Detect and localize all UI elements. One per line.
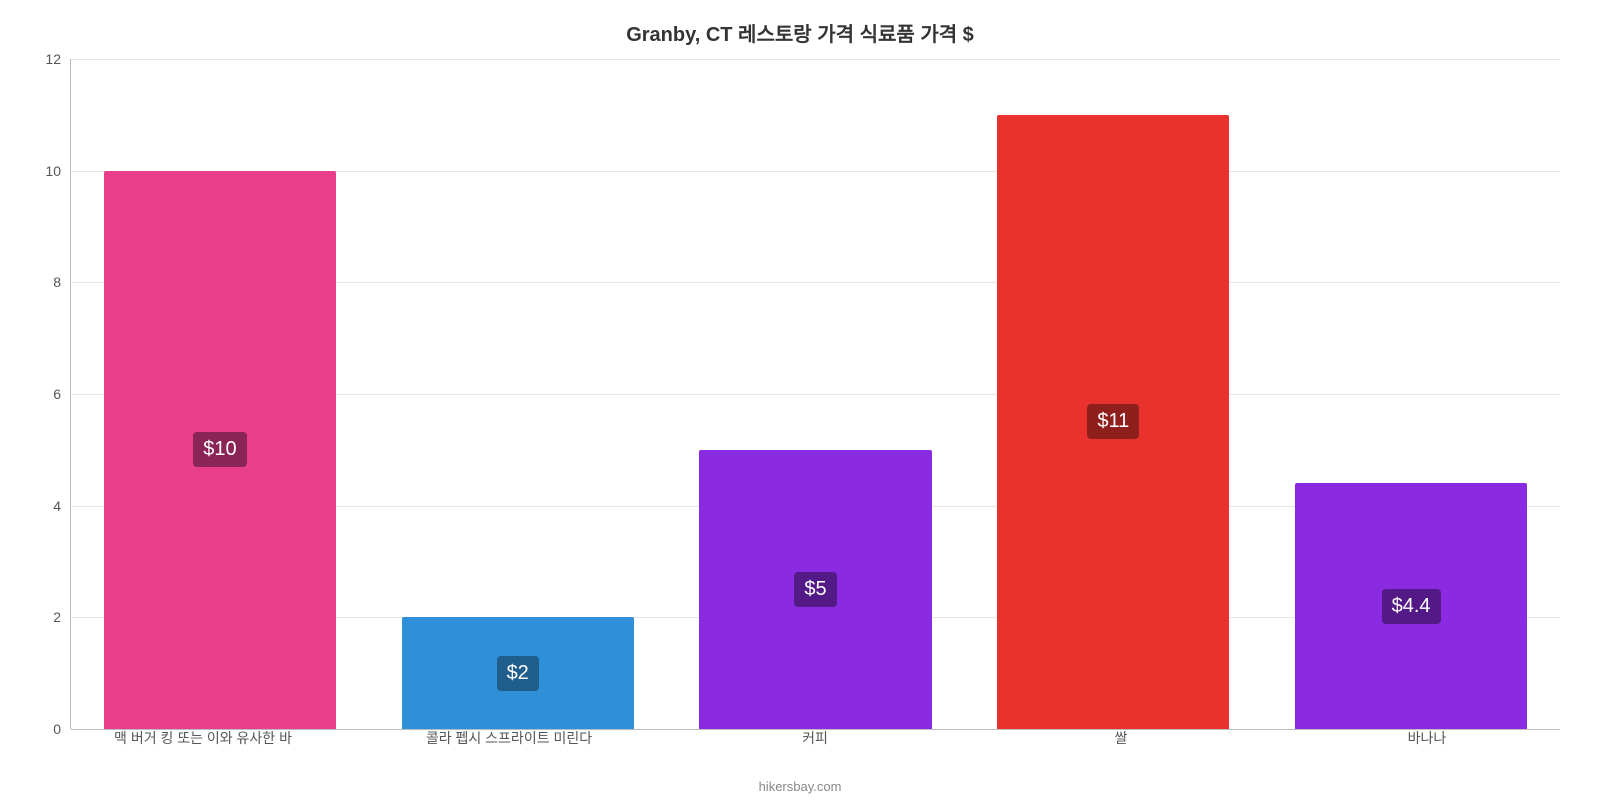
x-axis-label: 맥 버거 킹 또는 이와 유사한 바 xyxy=(50,728,356,748)
bar: $5 xyxy=(699,450,931,729)
y-tick-label: 8 xyxy=(53,274,71,290)
price-bar-chart: Granby, CT 레스토랑 가격 식료품 가격 $ 024681012$10… xyxy=(0,0,1600,800)
value-badge: $5 xyxy=(794,572,836,607)
value-badge: $4.4 xyxy=(1382,589,1441,624)
plot-area: 024681012$10$2$5$11$4.4 xyxy=(70,59,1560,729)
y-tick-label: 12 xyxy=(45,51,71,67)
bars-row: $10 $2 $5 $11 $4.4 xyxy=(71,59,1560,729)
bar: $4.4 xyxy=(1295,483,1527,729)
x-axis-label: 바나나 xyxy=(1274,728,1580,748)
value-badge: $11 xyxy=(1087,404,1139,439)
x-axis-label: 콜라 펩시 스프라이트 미린다 xyxy=(356,728,662,748)
bar-slot: $11 xyxy=(964,59,1262,729)
value-badge: $10 xyxy=(193,432,246,467)
y-tick-label: 4 xyxy=(53,498,71,514)
x-axis-label: 쌀 xyxy=(968,728,1274,748)
y-tick-label: 6 xyxy=(53,386,71,402)
y-tick-label: 10 xyxy=(45,163,71,179)
bar-slot: $2 xyxy=(369,59,667,729)
chart-title: Granby, CT 레스토랑 가격 식료품 가격 $ xyxy=(20,10,1580,59)
bar: $2 xyxy=(402,617,634,729)
bar-slot: $4.4 xyxy=(1262,59,1560,729)
y-tick-label: 2 xyxy=(53,609,71,625)
value-badge: $2 xyxy=(497,656,539,691)
bar: $10 xyxy=(104,171,336,729)
attribution-text: hikersbay.com xyxy=(0,779,1600,794)
bar: $11 xyxy=(997,115,1229,729)
bar-slot: $5 xyxy=(667,59,965,729)
x-axis-label: 커피 xyxy=(662,728,968,748)
bar-slot: $10 xyxy=(71,59,369,729)
x-axis-labels: 맥 버거 킹 또는 이와 유사한 바콜라 펩시 스프라이트 미린다커피쌀바나나 xyxy=(50,728,1580,748)
